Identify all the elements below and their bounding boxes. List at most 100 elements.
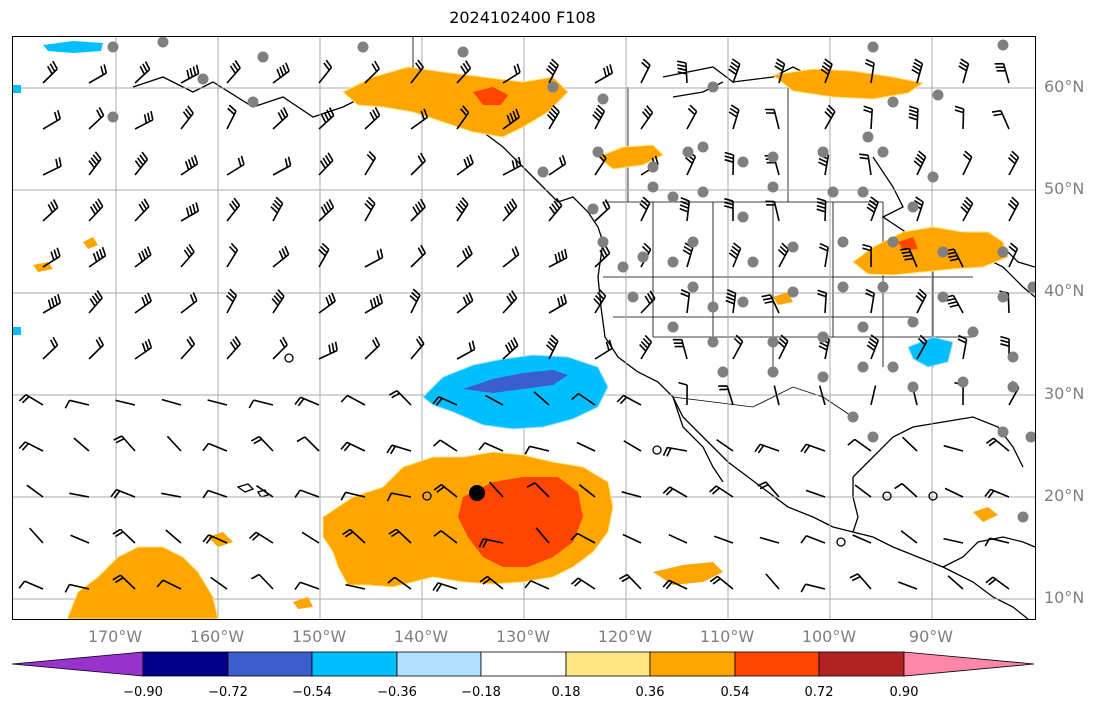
wind-barb <box>456 291 474 314</box>
wind-barb <box>548 294 568 314</box>
wind-barb <box>410 198 426 222</box>
station-dot <box>967 326 979 338</box>
wind-barb <box>202 489 228 499</box>
wind-barb <box>112 528 136 544</box>
wind-barb <box>984 488 1010 499</box>
wind-barb <box>226 242 239 268</box>
wind-barb <box>433 483 458 498</box>
wind-barb <box>725 288 737 314</box>
wind-barb <box>432 439 458 452</box>
wind-barb <box>478 442 504 452</box>
map-panel[interactable] <box>12 36 1036 620</box>
wind-barb <box>410 244 426 268</box>
wind-barb <box>180 155 199 176</box>
wind-barb <box>901 436 918 452</box>
wind-barb <box>668 533 688 544</box>
station-dot <box>257 51 269 63</box>
wind-barb <box>945 248 964 268</box>
wind-barb <box>594 199 611 222</box>
wind-barb <box>866 196 879 222</box>
wind-barb <box>270 196 284 222</box>
contour-left-blue-2 <box>13 327 21 335</box>
station-dot <box>107 41 119 53</box>
station-dot <box>627 291 639 303</box>
wind-barb <box>800 535 826 544</box>
wind-barb <box>180 202 200 222</box>
contour-small-7 <box>773 292 793 305</box>
wind-barb <box>478 538 504 549</box>
lon-label-130: 130°W <box>495 627 551 646</box>
wind-barb <box>985 576 1010 590</box>
wind-barb <box>777 334 789 360</box>
colorbar-segment <box>227 651 313 677</box>
lon-label-140: 140°W <box>393 627 449 646</box>
wind-barb <box>456 105 470 130</box>
wind-barb <box>250 573 274 590</box>
wind-barb <box>576 441 596 452</box>
wind-barb <box>1000 335 1010 360</box>
colorbar-label-6: 0.18 <box>551 685 581 700</box>
contour-hawaii-red <box>458 477 583 567</box>
wind-barb <box>960 196 974 222</box>
wind-barb <box>991 109 1010 130</box>
wind-barb <box>958 58 970 84</box>
wind-barb <box>866 334 880 360</box>
wind-barb <box>42 157 62 176</box>
wind-barb <box>88 336 104 360</box>
wind-barb <box>88 107 105 130</box>
wind-barb <box>894 482 918 498</box>
station-dot <box>547 81 559 93</box>
wind-barb <box>364 150 377 176</box>
station-dot <box>927 171 939 183</box>
colorbar-segment <box>311 651 398 677</box>
contour-lakes-red <box>898 237 918 250</box>
wind-barb <box>18 441 44 452</box>
station-dot <box>767 366 779 378</box>
wind-barb <box>29 527 44 544</box>
wind-barb <box>709 575 734 590</box>
wind-barb <box>180 336 196 360</box>
wind-barb <box>432 582 458 593</box>
wind-barb <box>820 58 833 84</box>
station-dot <box>997 426 1009 438</box>
lat-label-20: 20°N <box>1044 486 1085 505</box>
station-dot <box>1007 381 1019 393</box>
wind-barb <box>364 248 384 268</box>
wind-barb <box>680 289 691 314</box>
wind-barb <box>345 583 366 590</box>
wind-barb <box>296 436 320 452</box>
wind-barb <box>42 199 59 222</box>
wind-barb <box>640 290 656 314</box>
station-dot <box>767 151 779 163</box>
station-dot <box>592 146 604 158</box>
wind-barb <box>73 437 90 452</box>
wind-barb <box>294 489 320 498</box>
wind-barb <box>640 105 654 130</box>
wind-barb <box>570 577 596 590</box>
station-dot <box>707 301 719 313</box>
wind-barb <box>900 247 918 268</box>
wind-barb <box>110 488 136 499</box>
contour-small-6 <box>293 597 313 609</box>
wind-barb <box>1007 150 1020 176</box>
contour-alaska-orange <box>342 66 569 138</box>
station-dot <box>787 286 799 298</box>
colorbar-segment <box>142 651 229 677</box>
wind-barb <box>387 576 412 590</box>
wind-barb <box>64 583 90 593</box>
wind-barb <box>342 528 366 544</box>
wind-barb <box>524 580 550 590</box>
wind-barb <box>455 197 469 222</box>
wind-barb <box>864 58 875 84</box>
station-dot <box>827 186 839 198</box>
station-dot <box>637 251 649 263</box>
wind-barb <box>410 108 429 130</box>
wind-barb <box>294 581 320 591</box>
wind-barb <box>870 385 877 406</box>
wind-barbs <box>18 58 1020 593</box>
wind-barb <box>639 334 653 360</box>
station-dot <box>682 146 694 158</box>
marked-location-dot <box>469 485 485 501</box>
wind-barb <box>42 293 62 314</box>
wind-barb <box>26 484 44 498</box>
